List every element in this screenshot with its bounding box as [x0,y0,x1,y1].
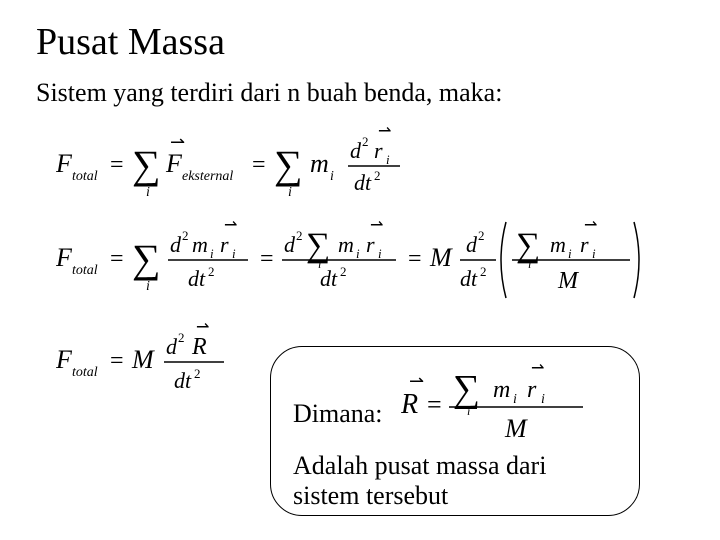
eq3-num-d: d [166,334,178,359]
eq2-f1-m-sub: i [210,246,214,261]
eq3-den-exp: 2 [194,366,201,381]
eq1-F: F [56,149,73,178]
callout-r: r [527,377,537,403]
eq2-f2-exp: 2 [296,228,303,243]
eq2-f2-m: m [338,232,354,257]
eq3-M: M [131,345,155,374]
eq3-eq: = [110,348,124,374]
eq2-f1-d: d [170,232,182,257]
eq2-f1-r: r [220,232,229,257]
callout-equation: ⇀ R = ∑ i m i ⇀ r i M [401,357,621,452]
eq2-M: M [429,243,453,272]
callout-box: Dimana: ⇀ R = ∑ i m i ⇀ r [270,346,640,516]
eq1-m-sub: i [330,169,334,184]
eq2-eq1: = [110,246,124,272]
eq2-f2-den: dt [320,266,338,291]
eq2-f1-den-exp: 2 [208,264,215,279]
page-subtitle: Sistem yang terdiri dari n buah benda, m… [36,78,690,108]
eq2-eq3: = [408,246,422,272]
eq1-F-sub: total [72,169,98,184]
eq1-den: dt [354,170,372,195]
eq2-lparen [501,222,506,298]
eq1-m: m [310,149,329,178]
eq3-R: R [191,334,207,360]
eq3-F: F [56,345,73,374]
callout-R: R [401,389,418,420]
callout-dimana: Dimana: [293,399,383,429]
eq2-f4-M: M [557,268,580,294]
eq2-f4-r: r [580,232,589,257]
eq2-f2-m-sub: i [356,246,360,261]
eq2-f4-m-sub: i [568,246,572,261]
eq1-sigma2: ∑ [274,142,303,187]
eq2-f3-d: d [466,232,478,257]
eq2-sigma1-sub: i [146,279,150,294]
callout-eq: = [427,390,442,419]
callout-M: M [504,414,528,443]
eq3-num-exp: 2 [178,330,185,345]
equation-2: F total = ∑ i d 2 m i ⇀ r i dt 2 = [56,210,690,310]
eq2-sigma1: ∑ [132,236,161,281]
eq2-f2-den-exp: 2 [340,264,347,279]
eq2-f4-m: m [550,232,566,257]
eq2-f1-den: dt [188,266,206,291]
callout-sigma-sub: i [467,404,470,418]
callout-m-sub: i [513,392,517,407]
eq2-f4-sigma-sub: i [528,257,531,271]
eq2-f4-r-sub: i [592,246,596,261]
eq2-f3-den-exp: 2 [480,264,487,279]
callout-adalah-l2: sistem tersebut [293,481,448,510]
callout-inner: Dimana: ⇀ R = ∑ i m i ⇀ r [271,347,639,515]
callout-R-arrow: ⇀ [409,371,424,391]
eq2-f1-r-sub: i [232,246,236,261]
eq1-eq1: = [110,152,124,178]
callout-r-sub: i [541,392,545,407]
eq1-Fext-sub: eksternal [182,169,233,184]
equation-1: F total = ∑ i ⇀ F eksternal = ∑ i m i [56,126,690,204]
eq3-den: dt [174,368,192,393]
eq1-sigma2-sub: i [288,185,292,200]
eq2-f2-r-sub: i [378,246,382,261]
eq2-rparen [634,222,639,298]
eq1-sigma1-sub: i [146,185,150,200]
slide-page: Pusat Massa Sistem yang terdiri dari n b… [0,0,720,540]
eq2-f3-exp: 2 [478,228,485,243]
callout-m: m [493,377,510,403]
eq2-f2-d: d [284,232,296,257]
eq2-f1-exp: 2 [182,228,189,243]
eq2-f3-den: dt [460,266,478,291]
eq1-den-exp: 2 [374,168,381,183]
eq2-f2-r: r [366,232,375,257]
eq2-eq2: = [260,246,274,272]
eq1-eq2: = [252,152,266,178]
eq1-num-d: d [350,138,362,163]
callout-adalah-l1: Adalah pusat massa dari [293,451,546,480]
eq1-num-exp: 2 [362,134,369,149]
eq1-num-r: r [374,138,383,163]
callout-adalah: Adalah pusat massa dari sistem tersebut [293,451,546,511]
eq2-F: F [56,243,73,272]
eq2-f1-m: m [192,232,208,257]
callout-r-arrow: ⇀ [531,360,544,377]
eq1-sigma1: ∑ [132,142,161,187]
page-title: Pusat Massa [36,20,690,64]
eq3-F-sub: total [72,365,98,380]
eq1-Fext: F [165,149,183,178]
eq2-F-sub: total [72,263,98,278]
eq1-num-r-sub: i [386,152,390,167]
